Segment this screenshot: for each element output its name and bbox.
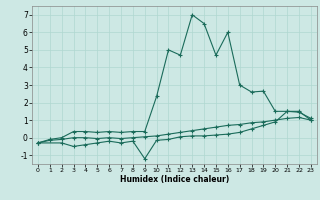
X-axis label: Humidex (Indice chaleur): Humidex (Indice chaleur) [120,175,229,184]
